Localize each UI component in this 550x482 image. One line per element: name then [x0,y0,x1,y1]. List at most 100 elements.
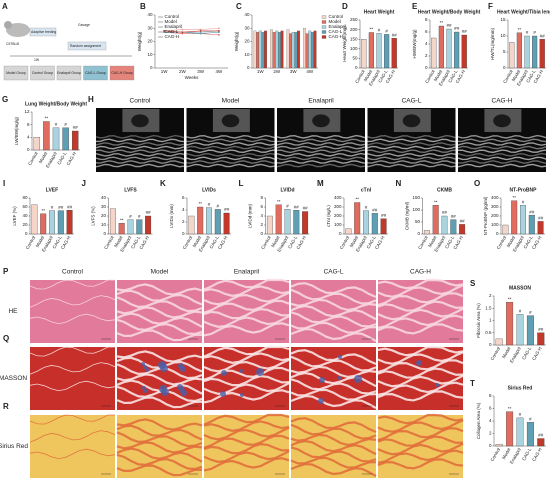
y-tick-label: 50 [352,56,358,61]
significance-label: ## [529,209,535,214]
tissue-streak [116,464,203,477]
bar [57,210,64,235]
schematic-text: Gavage [78,23,90,27]
significance-label: ## [73,125,79,130]
bar [256,32,260,69]
y-axis-label: HW/TL(mg/mm) [490,28,495,60]
bar [275,30,279,69]
tissue-streak [116,453,203,471]
feed-box [29,27,57,37]
y-axis-label: Heart Weight(mg) [342,26,347,62]
significance-label: ## [294,204,300,209]
echo-band [186,163,275,168]
schematic-text: 1W [34,58,40,62]
tissue-streak [29,362,116,375]
panel-letter: G [2,95,8,104]
collagen-stain [160,364,168,372]
bar [376,33,382,69]
y-tick-label: 30 [147,25,153,30]
bar [310,32,314,69]
y-axis-label: Fibrosis Area (%) [476,303,481,338]
bar [33,137,41,151]
bar [206,207,212,235]
x-tick-label: CAG-L [521,346,532,361]
x-tick-label: Control [496,235,508,250]
echo-label: Control [130,98,152,105]
significance-label: ## [381,213,387,218]
bar [264,30,267,69]
significance-label: ## [538,433,544,438]
significance-label: ## [454,26,460,31]
significance-label: # [217,204,220,209]
significance-label: ** [120,217,124,222]
y-tick-label: 40 [244,12,250,17]
significance-label: ## [224,207,230,212]
bar [361,39,367,69]
significance-label: ** [355,197,359,202]
schematic-text: Random assignment [70,44,101,48]
tissue-streak [203,278,290,291]
y-tick-label: 6 [489,406,492,411]
x-tick-label: CAG-L [525,69,536,84]
y-tick-label: 4 [182,207,185,212]
x-tick-label: CAG-L [51,235,62,250]
legend-swatch [321,35,327,39]
tissue-streak [377,449,464,464]
x-tick-label: CAG-H [531,235,543,250]
echo-band [186,134,275,139]
bar [539,39,545,69]
y-tick-label: 5 [503,49,506,54]
y-tick-label: 200 [491,213,499,218]
y-tick-label: 6 [260,204,263,209]
collagen-stain [145,368,149,372]
y-tick-label: 6 [182,195,185,200]
echo-band [457,142,547,146]
point [181,28,184,31]
series-line [164,27,219,32]
tissue-streak [29,448,116,460]
tissue-streak [29,295,116,308]
y-axis-label: LVIDs (mm) [169,204,174,228]
tissue-streak [290,365,377,379]
y-tick-label: 400 [334,195,342,200]
bar [270,29,273,69]
bar [380,218,387,235]
y-tick-label: 20 [101,213,107,218]
bar [118,223,125,235]
significance-label: # [522,199,525,204]
significance-label: ** [198,201,202,206]
group-box [83,65,108,81]
bar [197,206,204,235]
bar [454,31,460,69]
y-tick-label: 60 [22,204,28,209]
column-label: Control [62,269,84,276]
significance-label: ## [303,206,309,211]
x-tick-label: CAG-H [533,69,545,84]
histology-image [30,347,115,410]
histology-image [30,280,115,343]
echo-chamber [312,114,330,128]
chart-title: Heart Weight [364,9,395,15]
y-tick-label: 20 [244,39,250,44]
y-tick-label: 0 [150,65,153,70]
y-tick-label: 0 [489,342,492,347]
bar [423,230,430,235]
bar [516,32,522,69]
bar [354,202,361,235]
tissue-streak [203,299,290,314]
echo-band [276,134,366,139]
echo-band [276,149,366,154]
chart-title: LVEF [46,187,58,193]
tissue-streak [377,413,464,425]
panel-letter: S [470,279,476,288]
tissue-streak [29,346,115,357]
y-tick-label: 0 [25,231,28,236]
bar [272,32,276,69]
y-tick-label: 300 [334,204,342,209]
bar [214,209,221,235]
x-tick-label: CAG-L [444,235,455,250]
x-tick-label: Control [260,235,272,250]
significance-label: ## [67,204,73,209]
y-tick-label: 2 [489,431,492,436]
significance-label: # [208,202,211,207]
